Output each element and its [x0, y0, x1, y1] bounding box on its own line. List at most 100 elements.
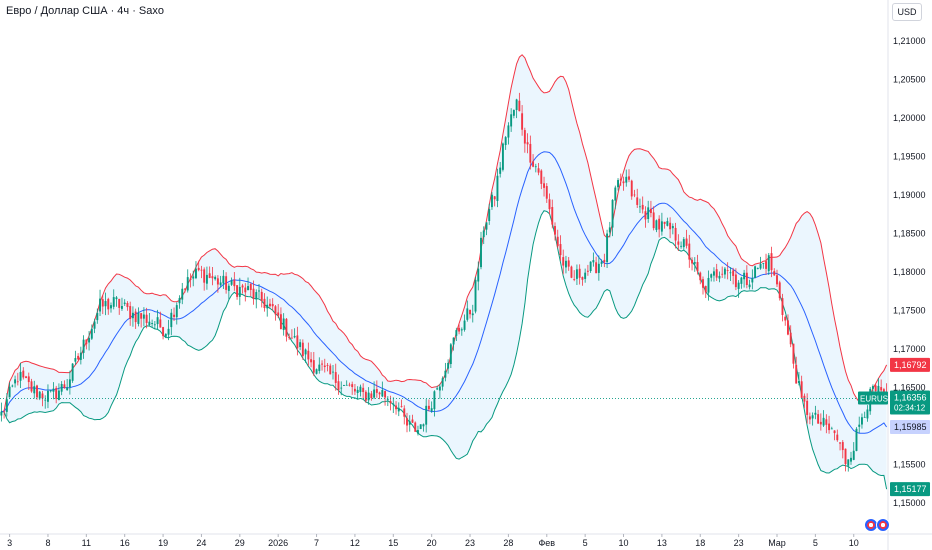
candle-body [778, 282, 781, 299]
candle-body [216, 278, 219, 285]
candle [175, 302, 178, 325]
candle-body [364, 391, 367, 401]
candle [241, 283, 244, 294]
candle [5, 393, 8, 417]
candle-body [814, 412, 817, 415]
candle-body [5, 399, 8, 412]
candle-body [238, 286, 241, 297]
candle-body [22, 370, 25, 378]
candle-body [485, 222, 488, 230]
x-tick-label: 10 [849, 538, 859, 548]
candle-body [447, 362, 450, 369]
candle-body [806, 400, 809, 415]
candle-body [663, 221, 666, 224]
candle-body [699, 272, 702, 281]
candle-body [192, 276, 195, 279]
candle-body [836, 434, 839, 441]
candle [3, 409, 6, 419]
candle [584, 268, 587, 283]
currency-button[interactable]: USD [892, 3, 922, 21]
x-tick-label: 24 [196, 538, 206, 548]
x-tick-label: 10 [619, 538, 629, 548]
candle [469, 309, 471, 319]
candle [151, 319, 154, 328]
candle-body [570, 266, 573, 278]
candle-body [88, 338, 91, 343]
candle-body [312, 360, 315, 373]
candle-body [296, 335, 299, 349]
candle [8, 382, 11, 398]
candle-body [734, 274, 737, 288]
candle [603, 253, 606, 268]
candle [400, 399, 403, 408]
candle [345, 380, 348, 386]
candle [737, 280, 740, 298]
candle-body [491, 194, 493, 208]
candle-body [381, 390, 384, 397]
candle-body [186, 277, 189, 291]
candle [460, 327, 463, 336]
candle [565, 255, 567, 274]
candle-body [153, 324, 156, 326]
candle-body [880, 387, 883, 391]
candle [392, 397, 395, 414]
candle [847, 459, 850, 472]
x-tick-label: 18 [695, 538, 705, 548]
candle [60, 381, 63, 396]
candle [186, 269, 189, 293]
candle-body [307, 350, 310, 360]
candle [559, 235, 562, 261]
candle [836, 429, 839, 442]
candle-body [830, 428, 833, 430]
us-flag-icon[interactable] [876, 518, 890, 532]
candle-body [841, 442, 844, 451]
candle-body [743, 272, 746, 280]
candle [238, 277, 241, 306]
candle-body [726, 270, 729, 271]
candle [14, 375, 17, 388]
candle-body [359, 386, 362, 393]
candle [252, 280, 255, 305]
candle-body [285, 318, 288, 337]
candle-body [658, 218, 661, 230]
candle [649, 200, 652, 218]
candle-body [515, 99, 518, 110]
candle [677, 234, 680, 252]
candle-body [112, 297, 115, 307]
candle-body [400, 406, 403, 408]
candle [77, 353, 80, 361]
candle-body [170, 312, 173, 328]
candle [164, 333, 167, 339]
candle [480, 231, 482, 270]
candle [619, 173, 622, 186]
candle-body [554, 226, 556, 235]
candle-body [197, 267, 200, 271]
x-tick-label: 2026 [268, 538, 288, 548]
candle [819, 413, 822, 431]
candle-body [411, 419, 414, 423]
candle [507, 122, 510, 145]
candle-body [356, 389, 359, 393]
candle [441, 376, 444, 391]
candle [184, 288, 186, 293]
candle [858, 416, 861, 434]
candle-body [414, 422, 417, 432]
candle-body [30, 381, 33, 392]
candle [458, 324, 461, 335]
x-tick-label: 29 [235, 538, 245, 548]
candle [510, 108, 513, 132]
candle-body [469, 309, 471, 315]
candle [751, 269, 754, 290]
candle [397, 402, 400, 417]
candle-body [274, 306, 277, 315]
candle-body [433, 391, 436, 410]
candle-body [811, 415, 814, 419]
candle-body [288, 336, 291, 338]
candle [743, 269, 746, 288]
candle [307, 342, 310, 367]
candle-body [784, 316, 787, 321]
candle [696, 254, 699, 275]
candle-body [441, 378, 444, 387]
candle-body [504, 137, 507, 146]
